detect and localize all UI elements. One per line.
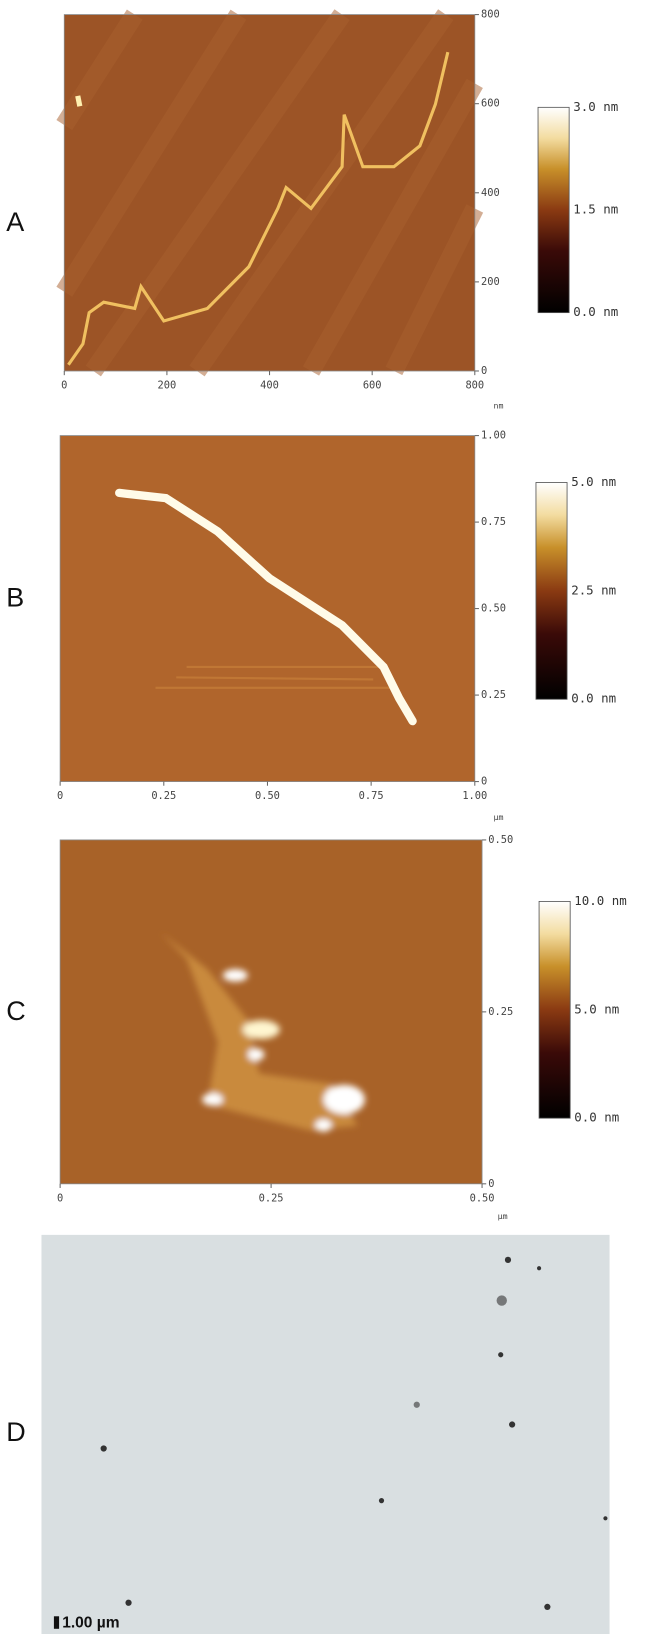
panel-label: B bbox=[6, 582, 24, 612]
x-tick-label: 600 bbox=[363, 380, 382, 392]
x-tick-label: 0.50 bbox=[470, 1192, 495, 1204]
x-tick-label: 0.25 bbox=[259, 1192, 284, 1204]
colorbar-label: 0.0 nm bbox=[573, 304, 618, 319]
colorbar bbox=[538, 900, 571, 1119]
colorbar-label: 5.0 nm bbox=[574, 1001, 619, 1016]
x-tick-label: 1.00 bbox=[462, 790, 487, 802]
afm-image-b bbox=[60, 435, 475, 782]
panel-label: D bbox=[6, 1417, 25, 1447]
axis-unit: µm bbox=[493, 812, 503, 822]
panel-label: C bbox=[6, 996, 25, 1026]
x-tick-label: 0 bbox=[61, 380, 67, 392]
panel-label: A bbox=[6, 207, 24, 237]
y-tick-label: 0.50 bbox=[481, 603, 506, 615]
colorbar-label: 2.5 nm bbox=[571, 582, 616, 597]
colorbar bbox=[535, 482, 568, 700]
y-tick-label: 200 bbox=[481, 276, 500, 288]
y-tick-label: 0 bbox=[481, 776, 487, 788]
scale-bar-label: 1.00 µm bbox=[62, 1615, 119, 1632]
axis-unit: µm bbox=[498, 1211, 508, 1221]
x-tick-label: 0 bbox=[57, 1192, 63, 1204]
x-tick-label: 0 bbox=[57, 790, 63, 802]
y-tick-label: 800 bbox=[481, 9, 500, 21]
colorbar-label: 1.5 nm bbox=[573, 201, 618, 216]
afm-image-a bbox=[56, 9, 484, 377]
y-tick-label: 0 bbox=[488, 1178, 494, 1190]
y-tick-label: 0.25 bbox=[488, 1006, 513, 1018]
colorbar-label: 5.0 nm bbox=[571, 474, 616, 489]
axis-unit: nm bbox=[493, 400, 503, 410]
y-tick-label: 0.75 bbox=[481, 516, 506, 528]
x-tick-label: 0.50 bbox=[255, 790, 280, 802]
colorbar-label: 3.0 nm bbox=[573, 99, 618, 114]
y-tick-label: 1.00 bbox=[481, 430, 506, 442]
x-tick-label: 0.75 bbox=[359, 790, 384, 802]
y-tick-label: 600 bbox=[481, 98, 500, 110]
y-tick-label: 0.50 bbox=[488, 834, 513, 846]
afm-image-c bbox=[60, 839, 483, 1184]
x-tick-label: 0.25 bbox=[151, 790, 176, 802]
colorbar bbox=[537, 106, 570, 314]
colorbar-label: 0.0 nm bbox=[574, 1110, 619, 1125]
x-tick-label: 400 bbox=[260, 380, 279, 392]
y-tick-label: 0 bbox=[481, 365, 487, 377]
colorbar-label: 0.0 nm bbox=[571, 691, 616, 706]
x-tick-label: 800 bbox=[465, 380, 484, 392]
colorbar-label: 10.0 nm bbox=[574, 893, 626, 908]
em-image-d bbox=[41, 1234, 610, 1634]
y-tick-label: 0.25 bbox=[481, 689, 506, 701]
y-tick-label: 400 bbox=[481, 187, 500, 199]
x-tick-label: 200 bbox=[158, 380, 177, 392]
